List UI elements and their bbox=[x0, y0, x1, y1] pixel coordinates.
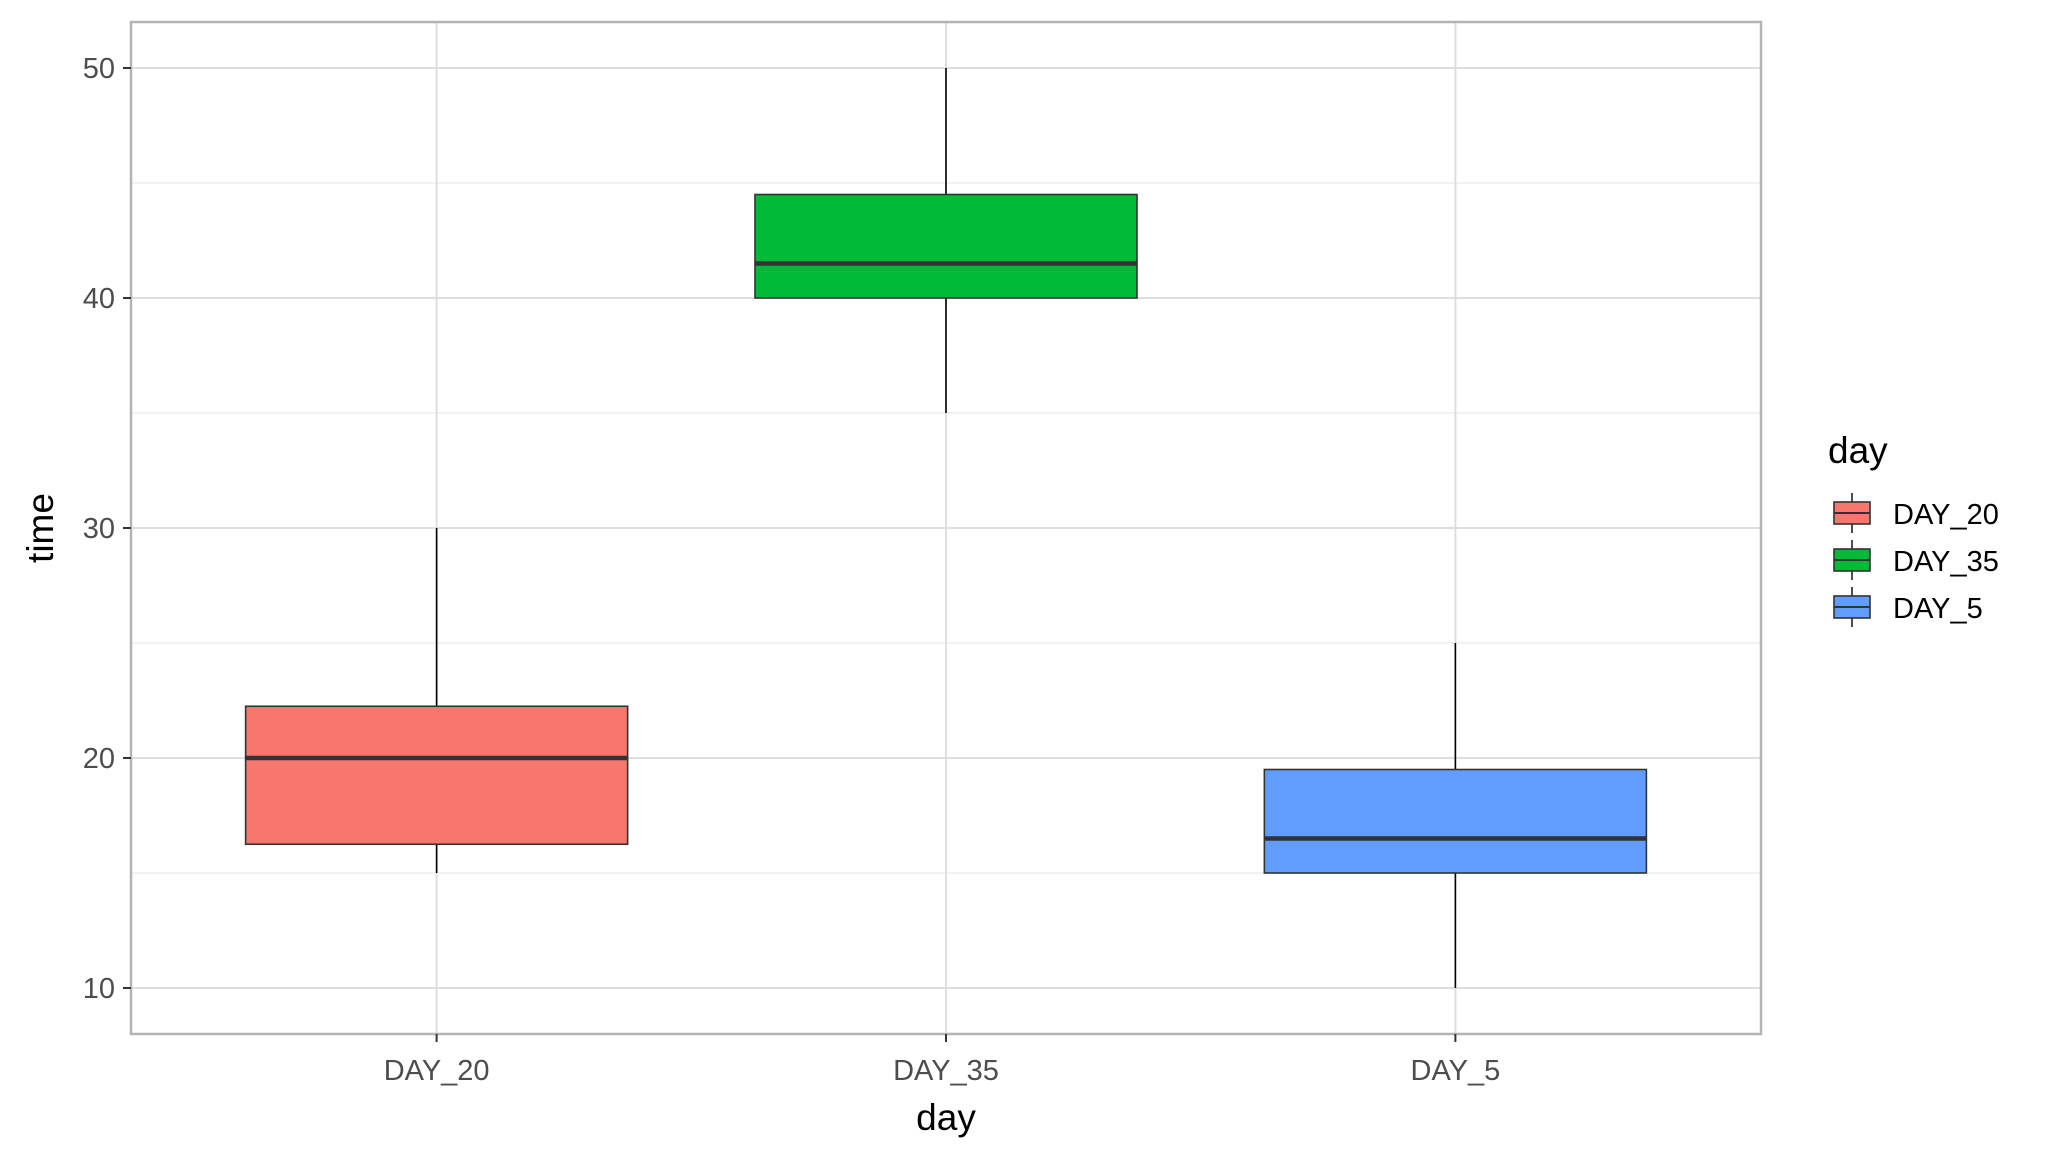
legend-entry-day-20: DAY_20 bbox=[1833, 493, 1999, 533]
x-tick-label: DAY_35 bbox=[893, 1055, 999, 1087]
box-body bbox=[1263, 768, 1648, 874]
legend-title: day bbox=[1828, 430, 1888, 471]
y-tick-label: 40 bbox=[83, 283, 115, 315]
legend-label: DAY_35 bbox=[1893, 546, 1999, 578]
y-axis: 10 20 30 40 50 bbox=[83, 53, 131, 1005]
legend: day DAY_20 DAY_35 DAY_5 bbox=[1828, 430, 1999, 627]
y-tick-label: 10 bbox=[83, 973, 115, 1005]
y-axis-title: time bbox=[20, 493, 61, 563]
legend-label: DAY_20 bbox=[1893, 499, 1999, 531]
legend-entry-day-35: DAY_35 bbox=[1833, 540, 1999, 580]
legend-label: DAY_5 bbox=[1893, 593, 1983, 625]
x-axis: DAY_20 DAY_35 DAY_5 bbox=[384, 1034, 1501, 1087]
box-body bbox=[244, 705, 629, 846]
box-day-35 bbox=[754, 68, 1138, 413]
x-tick-label: DAY_5 bbox=[1411, 1055, 1501, 1087]
x-axis-title: day bbox=[916, 1097, 976, 1138]
box-body bbox=[754, 193, 1138, 299]
box-day-5 bbox=[1263, 643, 1648, 988]
y-tick-label: 30 bbox=[83, 513, 115, 545]
y-tick-label: 50 bbox=[83, 53, 115, 85]
box-day-20 bbox=[244, 528, 629, 873]
legend-entry-day-5: DAY_5 bbox=[1833, 587, 1983, 627]
y-tick-label: 20 bbox=[83, 743, 115, 775]
boxes bbox=[244, 68, 1648, 988]
legend-keys: DAY_20 DAY_35 DAY_5 bbox=[1833, 493, 1999, 627]
x-tick-label: DAY_20 bbox=[384, 1055, 490, 1087]
